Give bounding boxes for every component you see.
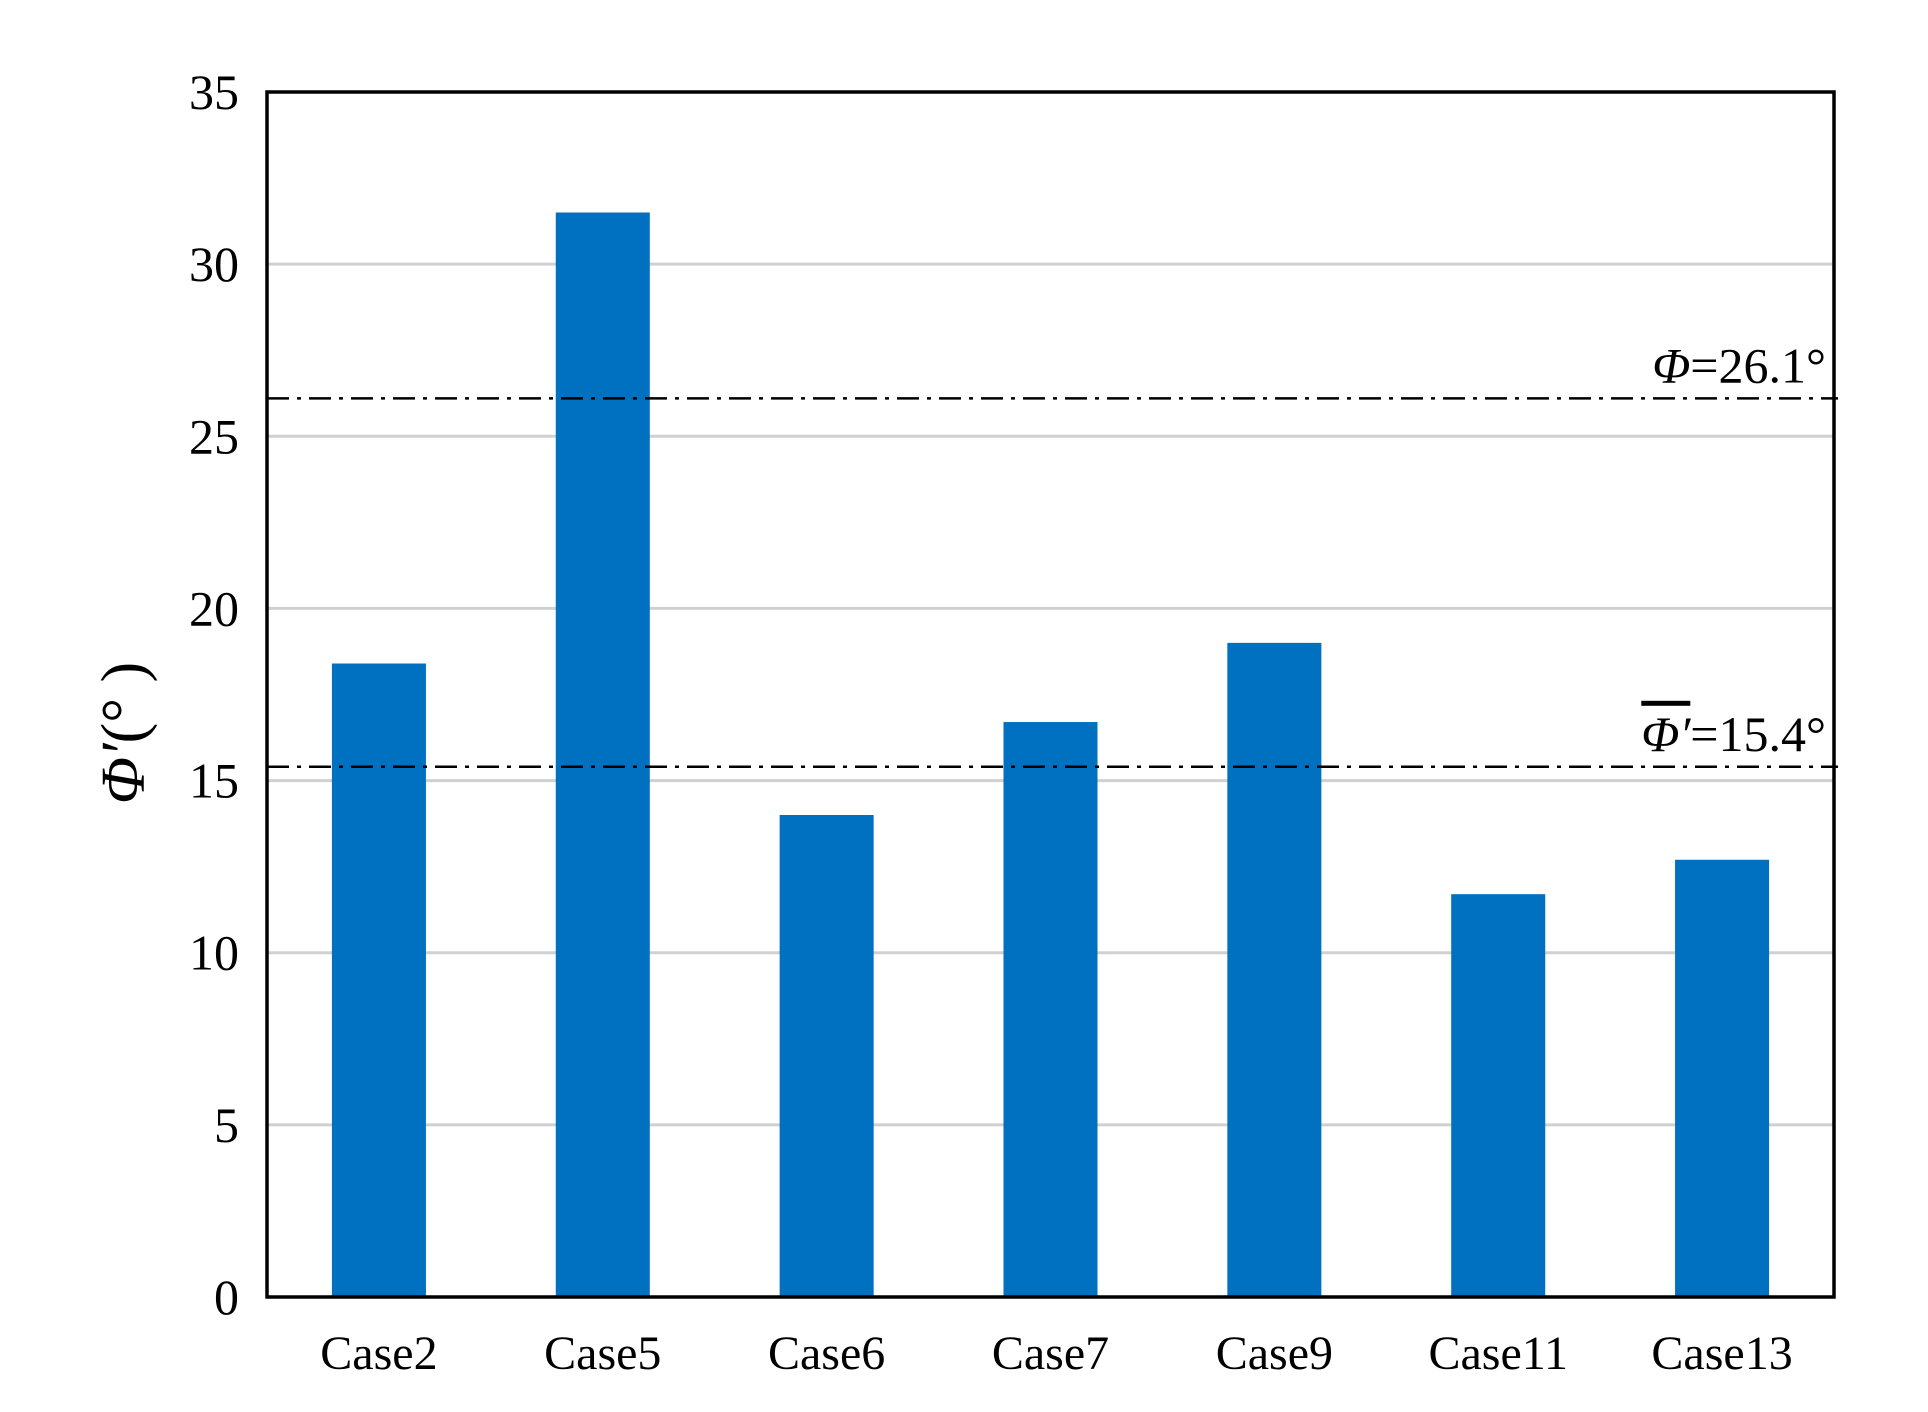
y-axis-label-unit: (° ) (90, 662, 158, 744)
reference-symbol: Φ′ (1641, 706, 1691, 762)
x-tick-label: Case2 (320, 1327, 437, 1380)
reference-text: =15.4° (1690, 706, 1826, 762)
reference-text: =26.1° (1690, 337, 1826, 393)
bar (1675, 859, 1770, 1297)
x-tick-label: Case6 (768, 1327, 885, 1380)
y-axis-label: Φ′(° ) (90, 662, 158, 804)
plot-frame (265, 90, 1836, 1299)
y-tick-label: 25 (189, 408, 239, 464)
reference-symbol: Φ (1652, 337, 1690, 393)
y-tick-label: 30 (189, 236, 239, 292)
x-tick-label: Case13 (1651, 1327, 1792, 1380)
y-tick-label: 20 (189, 580, 239, 636)
bar (779, 815, 874, 1297)
x-tick-label: Case11 (1428, 1327, 1568, 1380)
reference-label: Φ=26.1° (1652, 337, 1826, 393)
bar (1227, 642, 1322, 1297)
bar (555, 212, 650, 1297)
y-tick-label: 0 (214, 1269, 239, 1325)
reference-label: Φ′=15.4° (1641, 706, 1826, 762)
bar (1003, 722, 1098, 1297)
y-tick-label: 35 (189, 64, 239, 120)
y-tick-label: 5 (214, 1097, 239, 1153)
bar (1451, 894, 1546, 1297)
x-tick-label: Case5 (544, 1327, 661, 1380)
x-tick-label: Case9 (1216, 1327, 1333, 1380)
y-tick-label: 10 (189, 925, 239, 981)
x-tick-label: Case7 (992, 1327, 1109, 1380)
y-tick-label: 15 (189, 753, 239, 809)
y-axis-label-symbol: Φ′ (90, 742, 158, 804)
bar (331, 663, 426, 1297)
